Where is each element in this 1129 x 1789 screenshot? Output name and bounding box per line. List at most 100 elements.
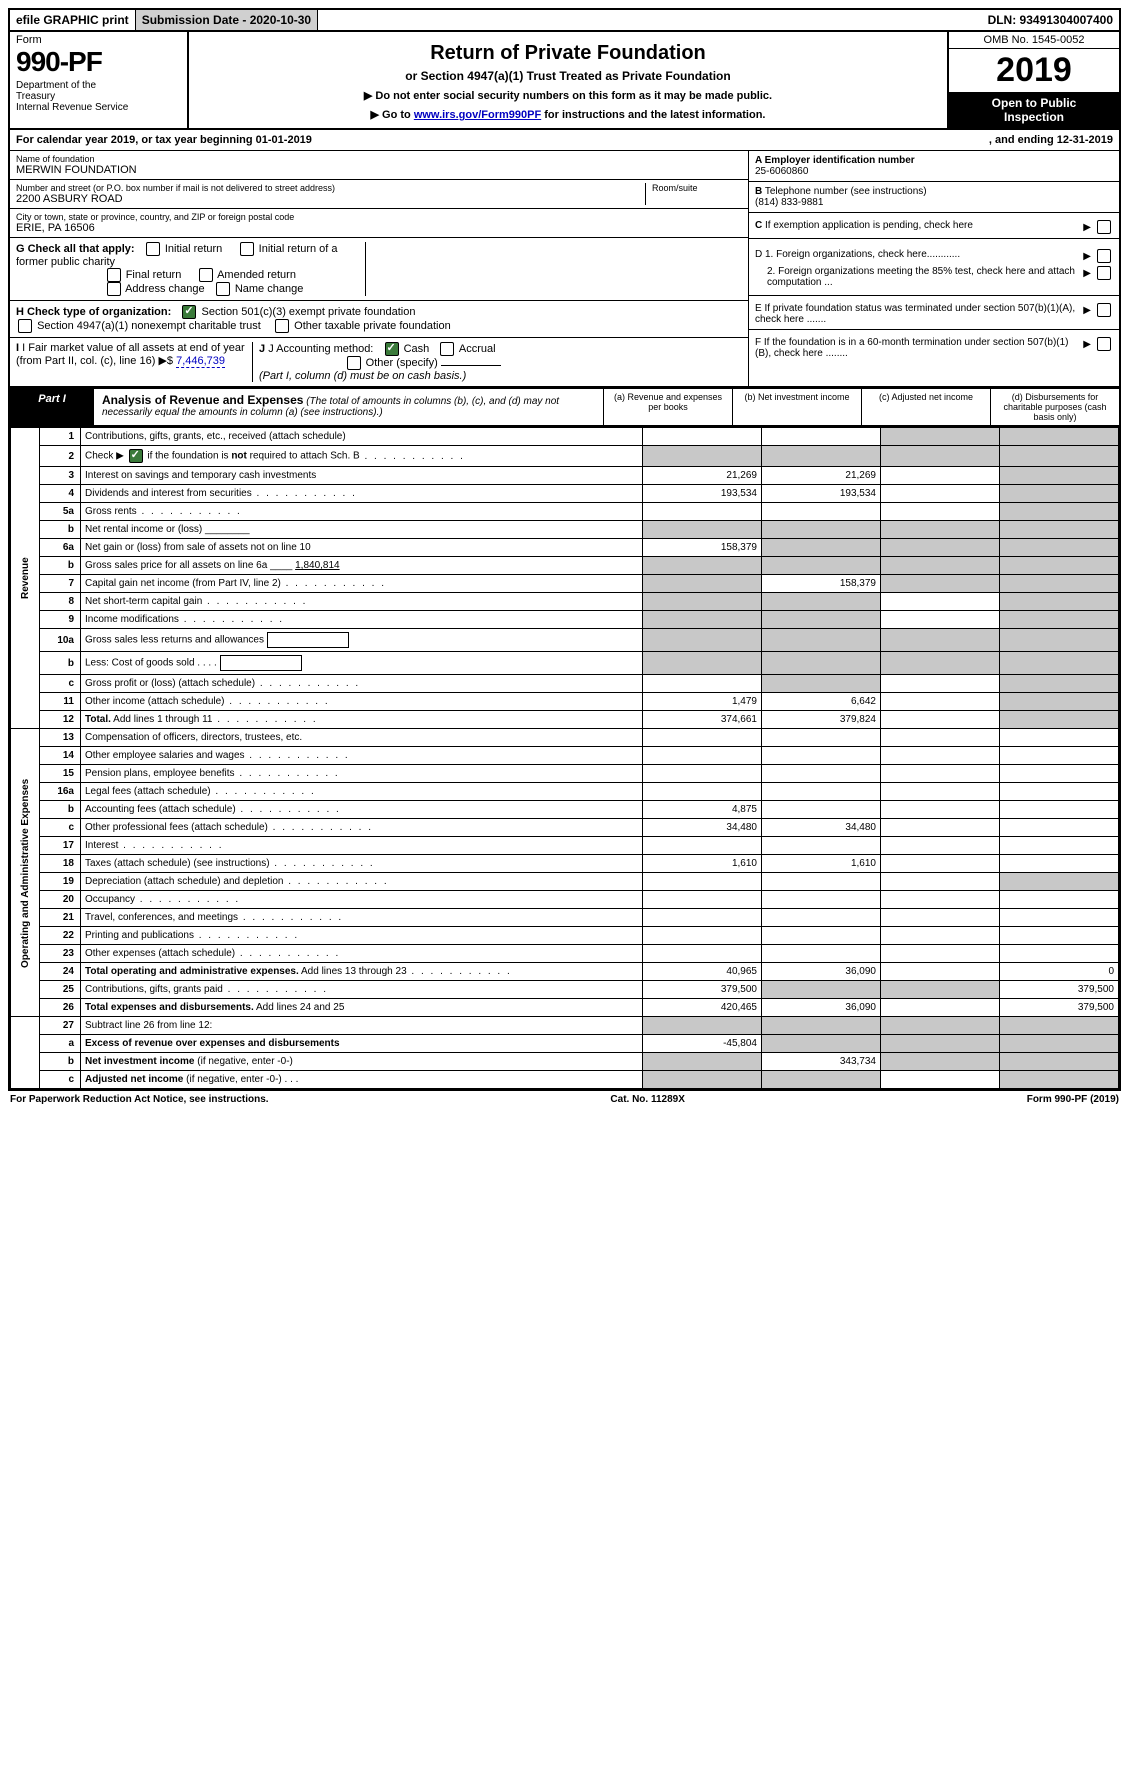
cell-value — [881, 675, 1000, 693]
fmv-value[interactable]: 7,446,739 — [176, 355, 225, 368]
row-number: 5a — [40, 503, 81, 521]
row-desc: Other employee salaries and wages — [81, 747, 643, 765]
cell-grey — [1000, 693, 1119, 711]
row-number: 8 — [40, 593, 81, 611]
column-headers: (a) Revenue and expenses per books (b) N… — [603, 389, 1119, 425]
checkbox-address-change[interactable] — [107, 282, 121, 296]
efile-print-button[interactable]: efile GRAPHIC print — [10, 10, 136, 30]
checkbox-sch-b[interactable] — [129, 449, 143, 463]
cell-grey — [1000, 521, 1119, 539]
city-state-zip: ERIE, PA 16506 — [16, 222, 742, 234]
row-desc: Accounting fees (attach schedule) — [81, 801, 643, 819]
checkbox-other-taxable[interactable] — [275, 319, 289, 333]
cell-grey — [643, 557, 762, 575]
checkbox-final-return[interactable] — [107, 268, 121, 282]
cell-grey — [1000, 1053, 1119, 1071]
cell-grey — [881, 1053, 1000, 1071]
address-cell: Number and street (or P.O. box number if… — [10, 180, 748, 209]
cell-value — [881, 485, 1000, 503]
checkbox-amended[interactable] — [199, 268, 213, 282]
checkbox-f[interactable] — [1097, 337, 1111, 351]
instructions-link[interactable]: www.irs.gov/Form990PF — [414, 109, 541, 121]
cell-value — [881, 837, 1000, 855]
cell-value — [1000, 837, 1119, 855]
checkbox-501c3[interactable] — [182, 305, 196, 319]
cell-value — [881, 999, 1000, 1017]
cell-value — [881, 945, 1000, 963]
cell-grey — [762, 629, 881, 652]
table-row: 21Travel, conferences, and meetings — [11, 909, 1119, 927]
table-row: 19Depreciation (attach schedule) and dep… — [11, 873, 1119, 891]
cell-grey — [1000, 675, 1119, 693]
row-number: 1 — [40, 428, 81, 446]
cell-value — [643, 503, 762, 521]
checkbox-name-change[interactable] — [216, 282, 230, 296]
row-desc: Less: Cost of goods sold . . . . — [81, 652, 643, 675]
cell-value — [643, 891, 762, 909]
checkbox-4947a1[interactable] — [18, 319, 32, 333]
col-b-header: (b) Net investment income — [732, 389, 861, 425]
cell-value: 1,610 — [643, 855, 762, 873]
cell-value: 379,500 — [643, 981, 762, 999]
cell-grey — [1000, 539, 1119, 557]
cell-value — [643, 909, 762, 927]
checkbox-e[interactable] — [1097, 303, 1111, 317]
cell-grey — [1000, 611, 1119, 629]
omb-number: OMB No. 1545-0052 — [949, 32, 1119, 49]
row-number: b — [40, 801, 81, 819]
checkbox-initial-former[interactable] — [240, 242, 254, 256]
row-desc: Pension plans, employee benefits — [81, 765, 643, 783]
cell-value — [881, 1071, 1000, 1089]
table-row: 14Other employee salaries and wages — [11, 747, 1119, 765]
section-label-summary — [11, 1017, 40, 1089]
form-container: efile GRAPHIC print Submission Date - 20… — [8, 8, 1121, 1091]
cell-value — [1000, 855, 1119, 873]
checkbox-initial-return[interactable] — [146, 242, 160, 256]
cell-grey — [1000, 1071, 1119, 1089]
checkbox-c[interactable] — [1097, 220, 1111, 234]
calendar-year-row: For calendar year 2019, or tax year begi… — [10, 130, 1119, 151]
cal-year-begin: For calendar year 2019, or tax year begi… — [16, 134, 989, 146]
table-row: bLess: Cost of goods sold . . . . — [11, 652, 1119, 675]
checkbox-d1[interactable] — [1097, 249, 1111, 263]
form-word: Form — [16, 34, 181, 46]
cell-value: 4,875 — [643, 801, 762, 819]
cell-grey — [881, 446, 1000, 467]
row-number: 3 — [40, 467, 81, 485]
row-desc: Net gain or (loss) from sale of assets n… — [81, 539, 643, 557]
checkbox-accrual[interactable] — [440, 342, 454, 356]
row-number: 13 — [40, 729, 81, 747]
cell-value — [643, 747, 762, 765]
cell-value — [762, 747, 881, 765]
paperwork-notice: For Paperwork Reduction Act Notice, see … — [10, 1094, 269, 1105]
table-row: 24Total operating and administrative exp… — [11, 963, 1119, 981]
cell-grey — [643, 629, 762, 652]
part1-tab: Part I — [10, 389, 94, 425]
checkbox-d2[interactable] — [1097, 266, 1111, 280]
row-number: c — [40, 1071, 81, 1089]
checkbox-cash[interactable] — [385, 342, 399, 356]
street-address: 2200 ASBURY ROAD — [16, 193, 645, 205]
row-desc: Check ▶ if the foundation is not require… — [81, 446, 643, 467]
cell-grey — [762, 652, 881, 675]
row-desc: Gross sales less returns and allowances — [81, 629, 643, 652]
cell-value — [1000, 729, 1119, 747]
table-row: bAccounting fees (attach schedule)4,875 — [11, 801, 1119, 819]
table-row: 25Contributions, gifts, grants paid379,5… — [11, 981, 1119, 999]
cell-grey — [881, 575, 1000, 593]
cell-grey — [762, 521, 881, 539]
checkbox-other-method[interactable] — [347, 356, 361, 370]
section-c: C If exemption application is pending, c… — [749, 216, 1119, 239]
cell-value: -45,804 — [643, 1035, 762, 1053]
cell-grey — [1000, 711, 1119, 729]
section-h: H Check type of organization: Section 50… — [10, 301, 748, 338]
cell-value — [762, 909, 881, 927]
cell-grey — [881, 428, 1000, 446]
cell-grey — [643, 446, 762, 467]
table-row: bGross sales price for all assets on lin… — [11, 557, 1119, 575]
cell-grey — [762, 1035, 881, 1053]
row-desc: Other expenses (attach schedule) — [81, 945, 643, 963]
row-number: 19 — [40, 873, 81, 891]
row-number: 27 — [40, 1017, 81, 1035]
cell-value: 36,090 — [762, 999, 881, 1017]
